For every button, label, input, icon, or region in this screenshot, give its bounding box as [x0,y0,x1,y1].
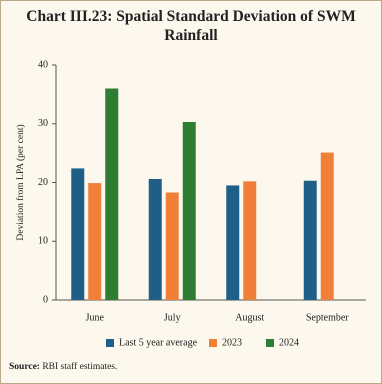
x-tick-label: August [235,312,264,323]
y-tick-label: 20 [38,177,48,188]
y-axis-label: Deviation from LPA (per cent) [15,124,26,240]
bar [71,168,85,300]
legend-swatch [106,339,114,347]
y-tick-label: 0 [43,294,48,305]
legend-label: Last 5 year average [119,337,198,348]
source-note: Source: RBI staff estimates. [9,362,117,372]
source-label: Source: [9,362,40,372]
y-tick-label: 30 [38,118,48,129]
x-tick-label: September [306,312,349,323]
bar [105,88,119,300]
bar [243,181,257,300]
chart-title: Chart III.23: Spatial Standard Deviation… [26,8,356,44]
legend-label: 2024 [279,337,299,348]
bar [148,178,162,300]
bar [320,152,334,300]
legend-label: 2023 [222,337,242,348]
bar [88,183,102,300]
bar [303,180,317,300]
x-tick-label: July [164,312,181,323]
bar [182,121,196,300]
y-tick-label: 10 [38,236,48,247]
legend-swatch [209,339,217,347]
bar [226,185,240,300]
x-tick-label: June [86,312,105,323]
bar [165,192,179,300]
source-text: RBI staff estimates. [42,362,118,372]
legend-swatch [266,339,274,347]
y-tick-label: 40 [38,59,48,70]
